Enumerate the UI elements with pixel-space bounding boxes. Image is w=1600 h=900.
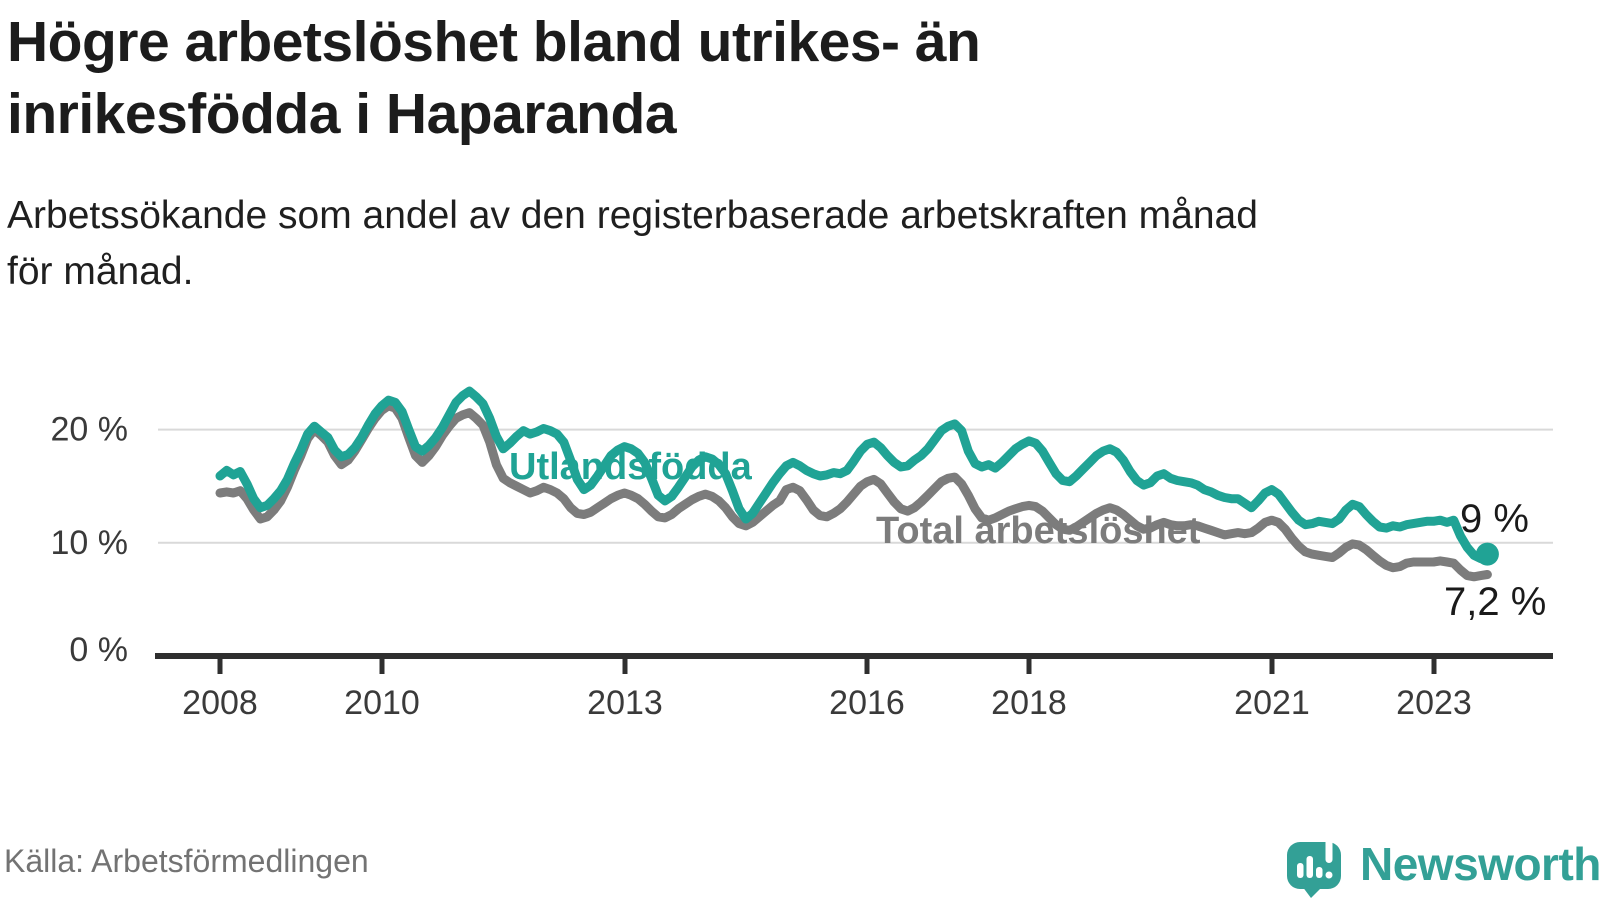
series-line-total-arbetsloshet bbox=[215, 401, 1492, 582]
x-axis-label-2016: 2016 bbox=[829, 684, 905, 722]
chart-bubble-icon bbox=[1287, 837, 1341, 898]
page-title: Högre arbetslöshet bland utrikes- än inr… bbox=[7, 6, 1487, 151]
y-axis-label-10: 10 % bbox=[51, 524, 129, 562]
series-label-utlandsfodda: Utlandsfödda bbox=[509, 446, 752, 488]
y-axis-label-20: 20 % bbox=[51, 411, 129, 449]
series-end-dot bbox=[1475, 542, 1499, 566]
end-value-label-total: 7,2 % bbox=[1444, 580, 1547, 624]
subtitle-line-1: Arbetssökande som andel av den registerb… bbox=[7, 194, 1258, 237]
newsworthy-logo: Newsworthy bbox=[1286, 836, 1600, 898]
end-value-label-utlandsfodda: 9 % bbox=[1460, 497, 1529, 541]
series-line-utlandsfodda bbox=[215, 386, 1492, 564]
subtitle-line-2: för månad. bbox=[7, 249, 194, 293]
source-note: Källa: Arbetsförmedlingen bbox=[4, 843, 369, 879]
y-axis-label-0: 0 % bbox=[69, 631, 128, 669]
x-axis-label-2013: 2013 bbox=[587, 684, 663, 722]
title-line-1: Högre arbetslöshet bland utrikes- än bbox=[7, 10, 981, 74]
x-axis-label-2018: 2018 bbox=[991, 684, 1067, 722]
series-label-total-arbetsloshet: Total arbetslöshet bbox=[876, 510, 1201, 552]
x-axis-label-2010: 2010 bbox=[344, 684, 420, 722]
x-axis-label-2008: 2008 bbox=[182, 684, 258, 722]
title-line-2: inrikesfödda i Haparanda bbox=[7, 82, 677, 147]
newsworthy-wordmark: Newsworthy bbox=[1360, 838, 1600, 890]
x-axis-label-2023: 2023 bbox=[1396, 684, 1472, 722]
x-axis-label-2021: 2021 bbox=[1234, 684, 1310, 722]
chart-subtitle: Arbetssökande som andel av den registerb… bbox=[7, 188, 1567, 300]
